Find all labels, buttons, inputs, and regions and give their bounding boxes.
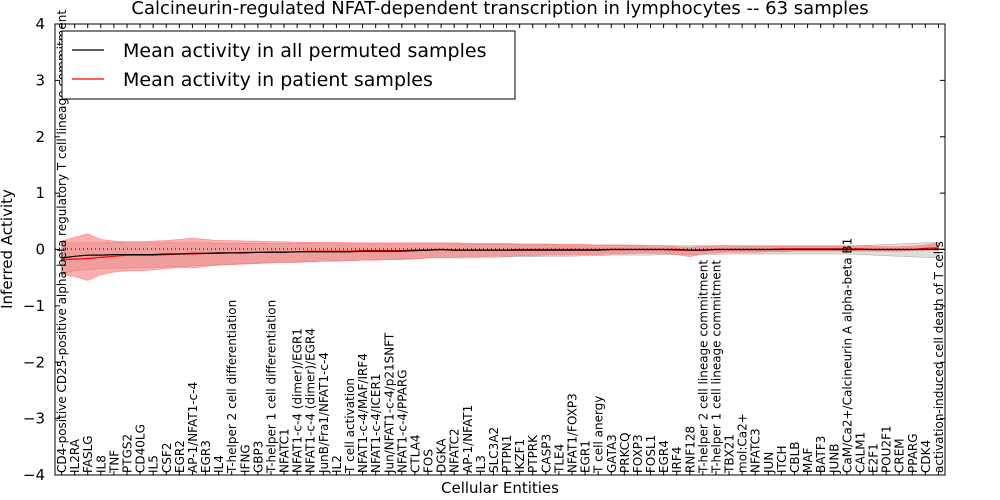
x-tick-label: JunB/Fra1/NFAT1-c-4 bbox=[317, 352, 331, 474]
legend-label-patient: Mean activity in patient samples bbox=[123, 69, 433, 91]
x-tick-label: EGR1 bbox=[579, 440, 593, 473]
x-tick-label: Jun/NFAT1-c-4/p21SNFT bbox=[382, 332, 396, 474]
x-tick-label: IFNG bbox=[238, 444, 252, 473]
legend: Mean activity in all permuted samples Me… bbox=[61, 30, 516, 100]
y-axis: 4 3 2 1 0 −1 −2 −3 −4 bbox=[23, 15, 945, 484]
x-tick-label: DGKA bbox=[435, 438, 449, 473]
x-axis-ticks bbox=[61, 24, 939, 475]
x-tick-label: EGR2 bbox=[173, 440, 187, 473]
x-tick-label: FOSL1 bbox=[644, 435, 658, 473]
x-tick-label: T cell activation bbox=[343, 378, 357, 474]
x-axis-label: Cellular Entities bbox=[441, 479, 559, 497]
y-tick-label: 4 bbox=[35, 15, 45, 33]
x-tick-label: AP-1/NFAT1 bbox=[461, 405, 475, 473]
x-tick-label: PTPRK bbox=[526, 434, 540, 473]
x-tick-label: CSF2 bbox=[160, 442, 174, 473]
y-tick-label: −1 bbox=[23, 297, 45, 315]
x-tick-label: IKZF1 bbox=[513, 439, 527, 473]
y-tick-label: −3 bbox=[23, 410, 45, 428]
bands-layer bbox=[61, 233, 939, 281]
x-tick-label: CALM1 bbox=[853, 432, 867, 473]
x-tick-label: EGR3 bbox=[199, 440, 213, 473]
x-tick-label: SLC3A2 bbox=[487, 427, 501, 473]
x-tick-label: CD4-positive CD25-positive alpha-beta re… bbox=[55, 10, 69, 473]
x-tick-label: T-helper 2 cell differentiation bbox=[225, 300, 239, 474]
x-tick-label: IL4 bbox=[212, 455, 226, 473]
x-tick-label: GATA3 bbox=[605, 434, 619, 473]
x-tick-label: PRKCQ bbox=[618, 432, 632, 473]
x-tick-label: IL5 bbox=[147, 455, 161, 473]
x-tick-label: FASLG bbox=[81, 435, 95, 473]
x-tick-label: POU2F1 bbox=[880, 425, 894, 473]
x-tick-label: CTLA4 bbox=[408, 434, 422, 473]
x-tick-label: CaM/Ca2+/Calcineurin A alpha-beta B1 bbox=[840, 238, 854, 473]
x-tick-label: CREM bbox=[893, 438, 907, 473]
x-tick-label: NFAT1-c-4/ICER1 bbox=[369, 374, 383, 473]
x-tick-label: PPARG bbox=[906, 433, 920, 473]
x-tick-label: PTGS2 bbox=[121, 434, 135, 473]
x-tick-label: mol:Ca2+ bbox=[736, 413, 750, 473]
y-tick-label: −4 bbox=[23, 466, 45, 484]
x-tick-label: IL2 bbox=[330, 455, 344, 473]
x-tick-label: NFAT1-c-4/PPARG bbox=[395, 369, 409, 473]
x-tick-label: NFATC1 bbox=[278, 428, 292, 473]
x-tick-label: CASP3 bbox=[539, 434, 553, 473]
x-tick-label: NFAT1-c-4/MAF/IRF4 bbox=[356, 353, 370, 473]
x-tick-label: FOXP3 bbox=[631, 434, 645, 473]
lines-layer bbox=[61, 247, 939, 261]
x-tick-label: GBP3 bbox=[251, 441, 265, 473]
x-tick-label: NFAT1-c-4 (dimer)/EGR1 bbox=[291, 328, 305, 473]
x-tick-label: activation-induced cell death of T cells bbox=[932, 241, 946, 473]
x-tick-label: T cell anergy bbox=[592, 396, 606, 474]
x-tick-label: EGR4 bbox=[657, 440, 671, 473]
chart-title: Calcineurin-regulated NFAT-dependent tra… bbox=[131, 0, 868, 19]
x-tick-label: TNF bbox=[107, 450, 121, 474]
legend-box bbox=[61, 30, 516, 100]
x-tick-label: IL8 bbox=[94, 455, 108, 473]
x-tick-label: E2F1 bbox=[867, 443, 881, 473]
x-tick-label: FOS bbox=[422, 449, 436, 473]
x-tick-label: NFAT1/FOXP3 bbox=[566, 393, 580, 473]
x-tick-label: NFATC3 bbox=[749, 428, 763, 473]
x-tick-label: IRF4 bbox=[670, 447, 684, 473]
legend-label-permuted: Mean activity in all permuted samples bbox=[123, 40, 486, 62]
x-tick-label: JUN bbox=[762, 452, 776, 474]
x-tick-label: TBX21 bbox=[723, 434, 737, 474]
x-tick-label: ITCH bbox=[775, 445, 789, 473]
y-tick-label: 0 bbox=[35, 241, 45, 259]
y-axis-label: Inferred Activity bbox=[0, 189, 16, 309]
x-tick-label: RNF128 bbox=[683, 426, 697, 473]
y-tick-label: 3 bbox=[35, 71, 45, 89]
x-tick-label: CBLB bbox=[788, 441, 802, 473]
x-tick-label: NFATC2 bbox=[448, 428, 462, 473]
x-tick-label: AP-1/NFAT1-c-4 bbox=[186, 382, 200, 473]
x-tick-label: T-helper 2 cell lineage commitment bbox=[696, 260, 710, 474]
y-tick-label: −2 bbox=[23, 353, 45, 371]
x-tick-label: T-helper 1 cell differentiation bbox=[265, 300, 279, 474]
x-tick-label: PTPN1 bbox=[500, 435, 514, 473]
x-tick-label: CDK4 bbox=[919, 440, 933, 473]
x-tick-label: NFAT1-c-4 (dimer)/EGR4 bbox=[304, 328, 318, 473]
x-tick-labels: CD4-positive CD25-positive alpha-beta re… bbox=[55, 10, 946, 474]
x-tick-label: IL3 bbox=[474, 455, 488, 473]
x-tick-label: JUNB bbox=[827, 443, 841, 474]
x-tick-label: TLE4 bbox=[552, 444, 566, 474]
x-tick-label: BATF3 bbox=[814, 436, 828, 473]
x-tick-label: CD40LG bbox=[134, 424, 148, 473]
y-tick-label: 1 bbox=[35, 184, 45, 202]
x-tick-label: MAF bbox=[801, 447, 815, 473]
y-tick-label: 2 bbox=[35, 128, 45, 146]
x-tick-label: T-helper 1 cell lineage commitment bbox=[710, 260, 724, 474]
series-line-permuted bbox=[61, 248, 939, 259]
x-tick-label: IL2RA bbox=[68, 438, 82, 473]
